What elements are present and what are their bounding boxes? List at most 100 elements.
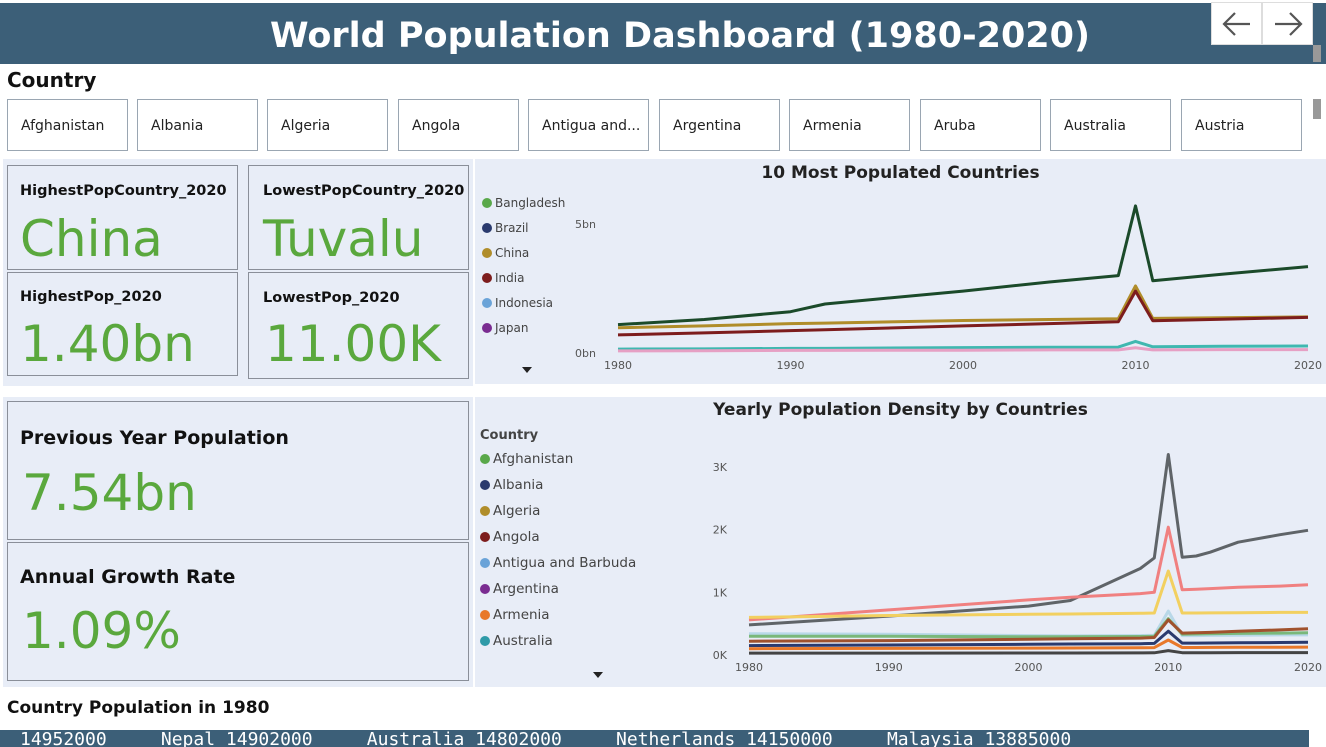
legend-item[interactable]: Bangladesh [482, 196, 565, 210]
legend-item[interactable]: Antigua and Barbuda [480, 555, 636, 571]
card-value: 1.40bn [20, 315, 195, 373]
title-bar [0, 3, 1326, 64]
card-label: LowestPopCountry_2020 [263, 183, 465, 199]
y-tick-label: 3K [713, 461, 728, 474]
highest-pop-card: HighestPop_2020 1.40bn [7, 272, 238, 376]
legend-item[interactable]: Albania [480, 477, 543, 493]
slicer-item[interactable]: Austria [1181, 99, 1302, 151]
legend-label: China [495, 246, 530, 260]
legend-item[interactable]: China [482, 246, 529, 260]
series-line [748, 453, 1309, 627]
slicer-item[interactable]: Australia [1050, 99, 1171, 151]
card-value: 1.09% [22, 602, 181, 660]
y-tick-label: 1K [713, 586, 728, 599]
density-chart-panel: Yearly Population Density by Countries C… [475, 397, 1326, 687]
slicer-item[interactable]: Angola [398, 99, 519, 151]
y-tick-label: 5bn [575, 218, 596, 231]
slicer-item[interactable]: Aruba [920, 99, 1041, 151]
legend-label: Indonesia [495, 296, 554, 310]
legend-label: Japan [495, 321, 529, 335]
legend-marker [480, 454, 490, 464]
scrollbar-thumb[interactable] [1313, 45, 1321, 62]
card-value: 7.54bn [22, 464, 197, 522]
card-label: Previous Year Population [20, 427, 289, 449]
slicer-item[interactable]: Algeria [267, 99, 388, 151]
slicer-scrollbar[interactable] [1313, 99, 1321, 119]
forward-button[interactable] [1262, 2, 1313, 45]
series-line [749, 649, 1308, 655]
legend-item[interactable]: Argentina [480, 581, 559, 597]
card-value: China [20, 210, 163, 268]
series-line [617, 339, 1309, 351]
x-tick-label: 2010 [1122, 359, 1150, 372]
ticker-text: 14952000 Nepal 14902000 Australia 148020… [20, 730, 1072, 747]
legend-item[interactable]: Armenia [480, 607, 550, 623]
legend-label: India [495, 271, 525, 285]
y-tick-label: 2K [713, 524, 728, 537]
legend-item[interactable]: Algeria [480, 503, 540, 519]
legend-marker [482, 248, 492, 258]
slicer-item[interactable]: Antigua and... [528, 99, 649, 151]
slicer-item[interactable]: Afghanistan [7, 99, 128, 151]
card-label: Annual Growth Rate [20, 566, 236, 588]
arrow-right-icon [1275, 12, 1303, 36]
legend-marker [482, 273, 492, 283]
legend-item[interactable]: Australia [480, 633, 553, 649]
card-value: Tuvalu [263, 210, 424, 268]
legend-scroll-down-icon[interactable] [590, 669, 606, 681]
legend-item[interactable]: Indonesia [482, 296, 553, 310]
lowest-pop-card: LowestPop_2020 11.00K [248, 272, 469, 379]
legend-item[interactable]: India [482, 271, 524, 285]
slicer-item[interactable]: Albania [137, 99, 258, 151]
series-line [617, 289, 1309, 337]
y-tick-label: 0K [713, 649, 728, 662]
legend-marker [480, 506, 490, 516]
arrow-left-icon [1222, 12, 1250, 36]
legend-item[interactable]: Japan [482, 321, 528, 335]
x-tick-label: 1990 [777, 359, 805, 372]
density-line-chart: 0K 1K 2K 3K 1980 1990 2000 2010 2020 [713, 453, 1322, 674]
series-line [617, 284, 1309, 330]
legend-label: Bangladesh [495, 196, 566, 210]
back-button[interactable] [1211, 2, 1262, 45]
legend-item[interactable]: Brazil [482, 221, 529, 235]
legend-marker [480, 584, 490, 594]
legend-marker [480, 636, 490, 646]
legend-item[interactable]: Angola [480, 529, 540, 545]
legend-label: Albania [493, 477, 544, 493]
legend-marker [482, 198, 492, 208]
legend-scroll-down-icon[interactable] [519, 364, 535, 376]
legend-marker [480, 480, 490, 490]
legend-marker [480, 532, 490, 542]
previous-year-pop-card: Previous Year Population 7.54bn [7, 401, 469, 540]
lowest-country-card: LowestPopCountry_2020 Tuvalu [248, 165, 469, 270]
series-line [748, 618, 1309, 643]
slicer-item[interactable]: Argentina [659, 99, 780, 151]
legend-label: Argentina [493, 581, 559, 597]
legend-marker [480, 558, 490, 568]
legend-item[interactable]: Afghanistan [480, 451, 573, 467]
x-tick-label: 2020 [1294, 359, 1322, 372]
card-label: HighestPop_2020 [20, 289, 162, 305]
series-line [748, 638, 1309, 651]
legend-marker [480, 610, 490, 620]
slicer-item[interactable]: Armenia [789, 99, 910, 151]
card-label: HighestPopCountry_2020 [20, 183, 227, 199]
series-line [748, 569, 1308, 619]
chart-title: 10 Most Populated Countries [761, 163, 1040, 183]
legend-marker [482, 223, 492, 233]
legend-label: Antigua and Barbuda [493, 555, 637, 571]
x-tick-label: 2000 [1015, 661, 1043, 674]
top-countries-chart-panel: 10 Most Populated Countries Bangladesh Br… [475, 159, 1326, 528]
country-slicer-title: Country [7, 68, 97, 92]
legend-label: Algeria [493, 503, 541, 519]
x-tick-label: 1990 [875, 661, 903, 674]
legend-marker [482, 323, 492, 333]
growth-rate-card: Annual Growth Rate 1.09% [7, 542, 469, 681]
legend-label: Brazil [495, 221, 529, 235]
x-tick-label: 1980 [604, 359, 632, 372]
card-label: LowestPop_2020 [263, 290, 400, 306]
legend-label: Afghanistan [493, 451, 574, 467]
population-ticker: 14952000 Nepal 14902000 Australia 148020… [0, 730, 1309, 747]
x-tick-label: 2000 [949, 359, 977, 372]
